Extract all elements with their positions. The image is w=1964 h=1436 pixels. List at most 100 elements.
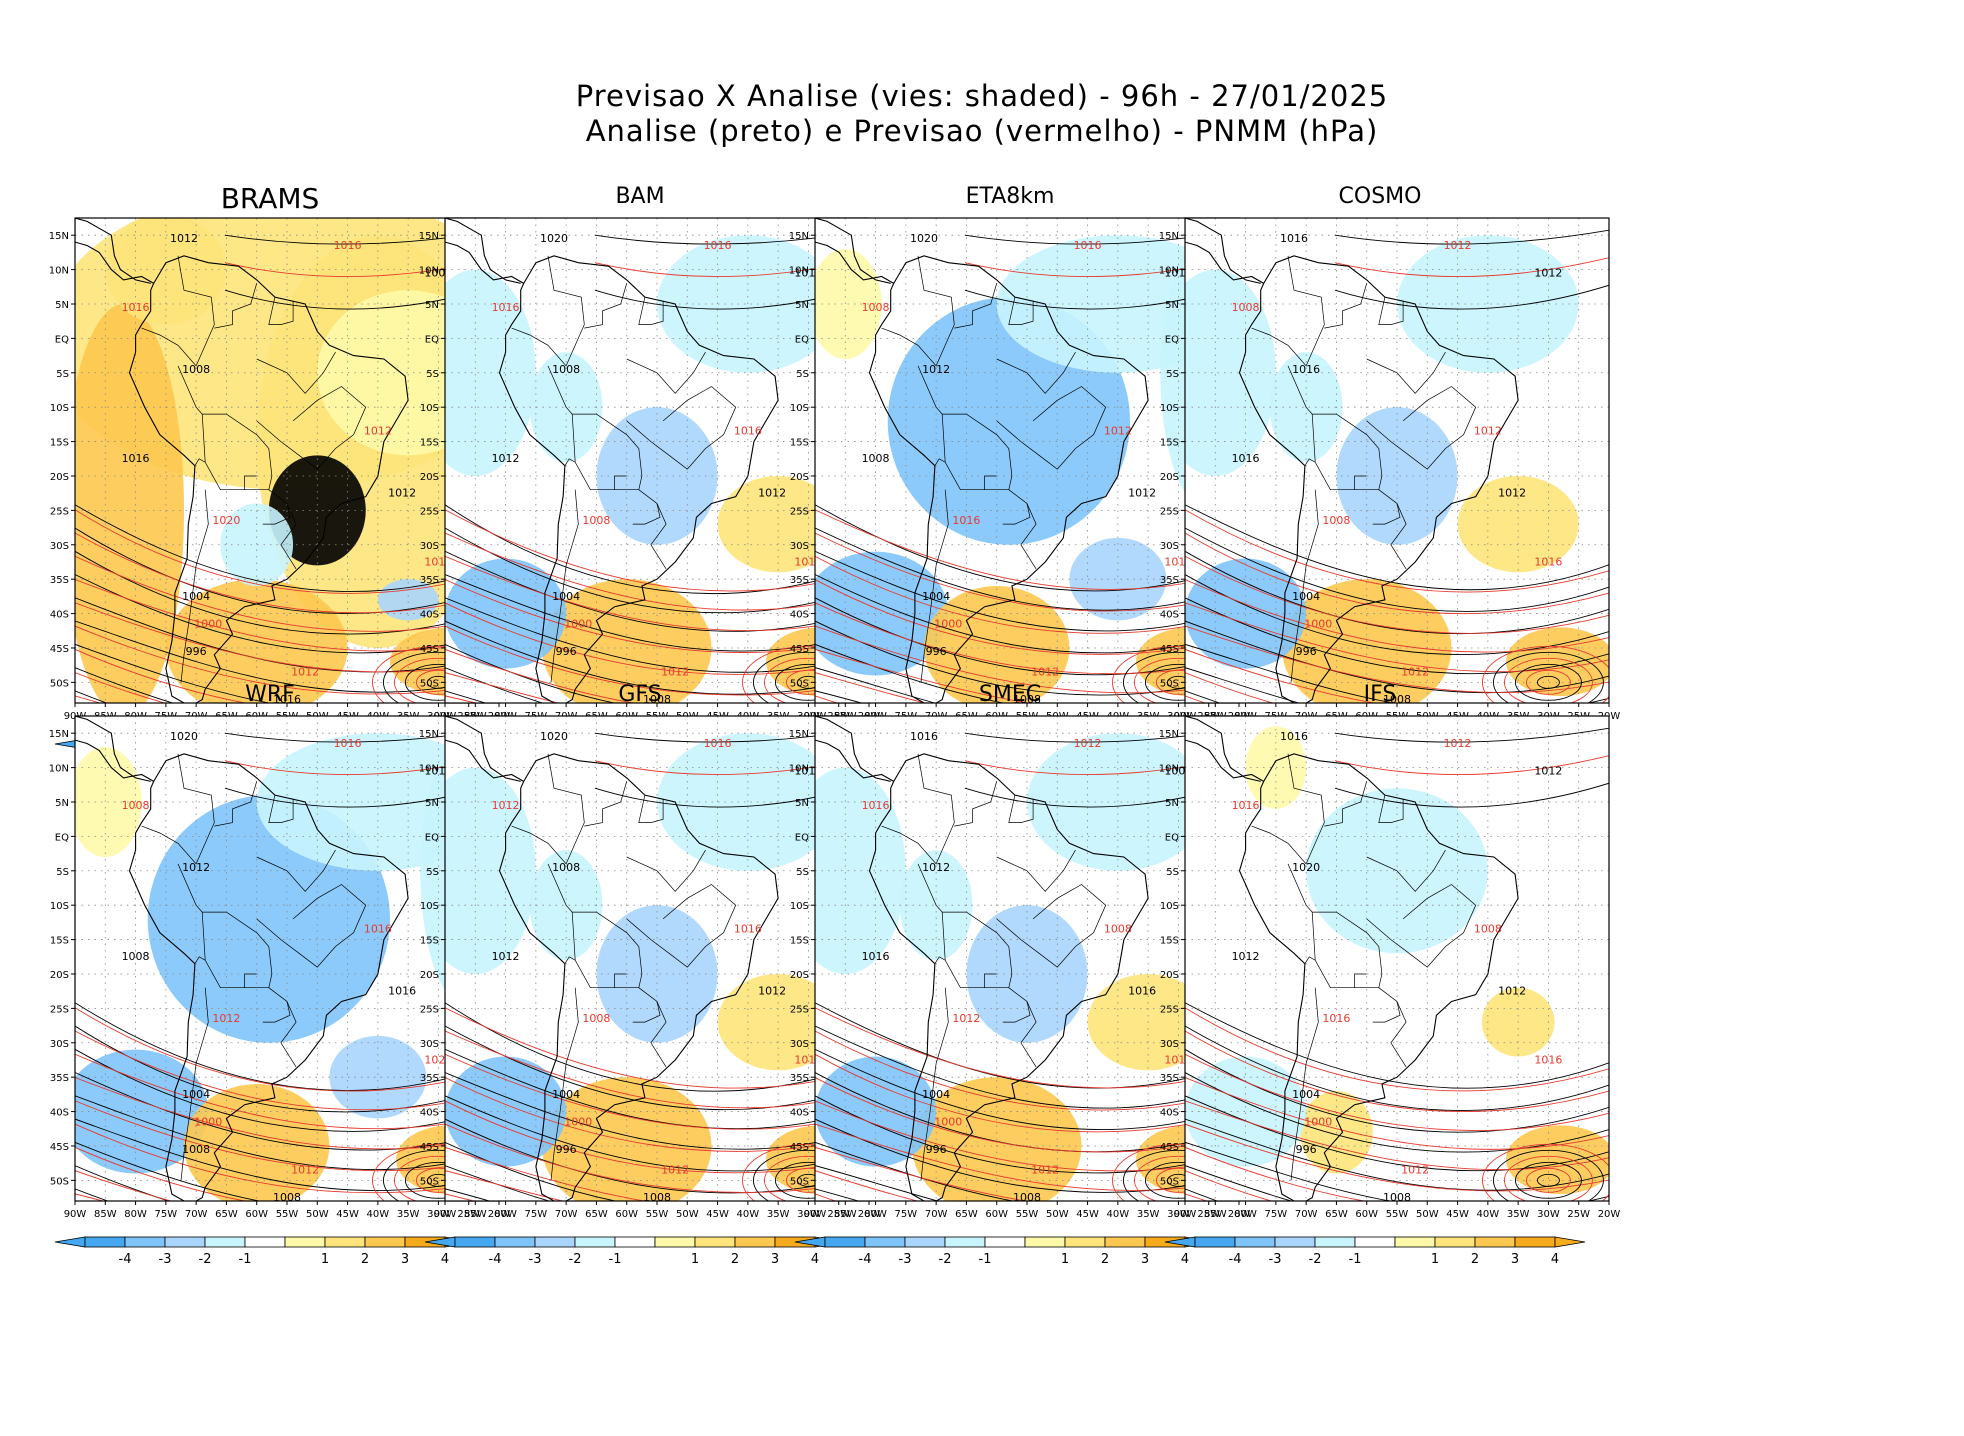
lon-tick-label: 50W xyxy=(1416,1209,1439,1220)
lat-tick-label: 30S xyxy=(790,541,809,552)
lat-tick-label: 10S xyxy=(1160,901,1179,912)
lat-tick-label: 5S xyxy=(56,369,69,380)
country-border xyxy=(1290,489,1319,683)
contour-label: 1016 xyxy=(1280,730,1308,743)
contour-label: 1008 xyxy=(643,693,671,706)
lon-tick-label: 20W xyxy=(858,1209,881,1220)
country-border xyxy=(280,503,297,570)
lat-tick-label: EQ xyxy=(795,832,809,843)
country-border xyxy=(1366,386,1477,470)
lat-tick-label: 15S xyxy=(790,936,809,947)
lon-tick-label: 30W xyxy=(1167,1209,1190,1220)
lon-tick-label: 60W xyxy=(615,1209,638,1220)
contour-label: 1000 xyxy=(934,1115,962,1128)
lat-tick-label: 50S xyxy=(50,1176,69,1187)
country-border xyxy=(550,987,579,1181)
lon-tick-label: 70W xyxy=(185,1209,208,1220)
panel-title: GFS xyxy=(618,682,662,707)
colorbar-tick-label: 3 xyxy=(401,1252,409,1267)
lat-tick-label: 30S xyxy=(50,1039,69,1050)
country-border xyxy=(917,863,1013,989)
country-border xyxy=(1002,489,1031,525)
lat-tick-label: 40S xyxy=(50,610,69,621)
contour-label: 1008 xyxy=(182,363,210,376)
bias-shade xyxy=(596,407,718,545)
contour-label: 1016 xyxy=(704,737,732,750)
contour-label: 1012 xyxy=(1401,665,1429,678)
lat-tick-label: 5N xyxy=(55,300,69,311)
contour-label: 1020 xyxy=(1292,861,1320,874)
contour-label: 1008 xyxy=(1013,1191,1041,1204)
lon-tick-label: 25W xyxy=(827,1209,850,1220)
map-cosmo: 1016 1012 1012 1008 1016 1012 1016 1008 1012 1016… xyxy=(1159,217,1620,722)
country-border xyxy=(1311,912,1316,961)
contour-label: 996 xyxy=(1296,1143,1317,1156)
lat-tick-label: 25S xyxy=(50,506,69,517)
contour-label: 1008 xyxy=(122,799,150,812)
country-border xyxy=(201,912,206,961)
lat-tick-label: EQ xyxy=(1165,832,1179,843)
country-border xyxy=(256,884,367,968)
contour-label: 1020 xyxy=(170,730,198,743)
country-border xyxy=(626,884,737,968)
lat-tick-label: EQ xyxy=(55,832,69,843)
contour-label: 1016 xyxy=(1534,1053,1562,1066)
country-border xyxy=(1008,795,1034,823)
contour-label: 1012 xyxy=(492,799,520,812)
lon-tick-label: 35W xyxy=(1507,1209,1530,1220)
lon-tick-label: 55W xyxy=(1386,1209,1409,1220)
country-border xyxy=(262,489,291,525)
panel-title: IFS xyxy=(1363,682,1397,707)
contour-label: 1000 xyxy=(1304,617,1332,630)
contour-label: 1000 xyxy=(934,617,962,630)
lat-tick-label: 20S xyxy=(420,472,439,483)
contour-label: 1012 xyxy=(1498,985,1526,998)
lat-tick-label: 15S xyxy=(420,936,439,947)
contour-label: 1008 xyxy=(1013,693,1041,706)
lat-tick-label: 45S xyxy=(1160,644,1179,655)
bias-shade xyxy=(966,905,1088,1043)
colorbar-tick-label: 1 xyxy=(691,1252,699,1267)
lat-tick-label: 5S xyxy=(426,369,439,380)
contour-label: 1016 xyxy=(734,923,762,936)
contour-label: 1000 xyxy=(194,617,222,630)
contour-label: 1012 xyxy=(170,232,198,245)
country-border xyxy=(141,255,215,367)
lat-tick-label: 25S xyxy=(1160,506,1179,517)
lon-tick-label: 75W xyxy=(1265,1209,1288,1220)
colorbar-tick-label: -4 xyxy=(119,1252,132,1267)
south-america-coastline xyxy=(868,255,1149,703)
contour-label: 1012 xyxy=(1104,425,1132,438)
contour-label: 1012 xyxy=(758,487,786,500)
lon-tick-label: 25W xyxy=(1197,1209,1220,1220)
contour-label: 1008 xyxy=(1232,301,1260,314)
bias-shade xyxy=(75,1049,209,1174)
lat-tick-label: 10N xyxy=(49,764,69,775)
lat-tick-label: 5S xyxy=(796,867,809,878)
lat-tick-label: 45S xyxy=(50,644,69,655)
bias-shade xyxy=(815,1056,937,1167)
lat-tick-label: 15S xyxy=(1160,936,1179,947)
central-america-coastline xyxy=(1185,716,1264,782)
bias-shade xyxy=(1506,1125,1609,1195)
country-border xyxy=(881,255,955,367)
country-border xyxy=(511,753,585,865)
colorbar-tick-label: -2 xyxy=(199,1252,212,1267)
lat-tick-label: 5N xyxy=(425,300,439,311)
lat-tick-label: 5S xyxy=(1166,369,1179,380)
lat-tick-label: 50S xyxy=(420,1176,439,1187)
lon-tick-label: 25W xyxy=(457,1209,480,1220)
country-border xyxy=(268,795,294,823)
lon-tick-label: 45W xyxy=(336,1209,359,1220)
lat-tick-label: 35S xyxy=(790,575,809,586)
south-america-coastline xyxy=(868,753,1149,1201)
contour-label: 1016 xyxy=(492,301,520,314)
lat-tick-label: 5N xyxy=(795,300,809,311)
contour-label: 1012 xyxy=(492,950,520,963)
lat-tick-label: 30S xyxy=(790,1039,809,1050)
contour-label: 1008 xyxy=(1104,923,1132,936)
contour-label: 996 xyxy=(926,645,947,658)
country-border xyxy=(550,489,579,683)
contour-label: 1016 xyxy=(334,239,362,252)
colorbar-tick-label: 2 xyxy=(361,1252,369,1267)
